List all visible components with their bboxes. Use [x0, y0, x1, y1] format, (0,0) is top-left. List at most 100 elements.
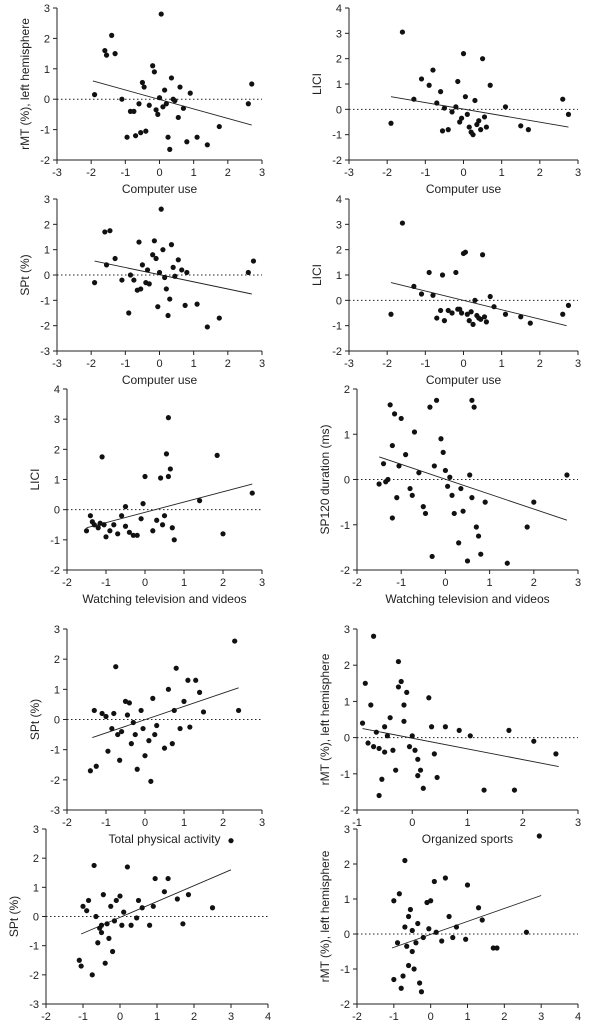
x-tick-label: 1 — [499, 167, 505, 179]
data-point — [404, 689, 410, 695]
data-point — [438, 89, 444, 95]
data-point — [472, 97, 478, 104]
data-point — [402, 924, 408, 930]
data-point — [460, 51, 467, 57]
x-tick-label: 3 — [259, 167, 265, 179]
data-point — [389, 515, 395, 521]
regression-line — [86, 483, 253, 529]
x-tick-label: 1 — [181, 817, 187, 829]
data-point — [179, 267, 185, 273]
data-point — [95, 940, 101, 946]
data-point — [409, 492, 415, 498]
data-point — [197, 498, 203, 504]
data-point — [401, 702, 407, 708]
data-point — [376, 481, 382, 487]
data-point — [113, 664, 119, 670]
data-point — [78, 963, 84, 969]
y-tick-label: -1 — [50, 745, 60, 757]
data-point — [91, 862, 97, 869]
data-point — [395, 684, 402, 690]
data-point — [167, 466, 173, 472]
data-point — [445, 307, 451, 314]
data-point — [160, 247, 166, 253]
data-point — [481, 114, 488, 120]
data-point — [156, 269, 163, 276]
data-point — [153, 107, 159, 113]
data-point — [167, 296, 173, 302]
data-point — [131, 108, 137, 114]
data-point — [430, 292, 436, 298]
data-point — [216, 123, 222, 130]
data-point — [245, 269, 251, 276]
data-point — [150, 695, 156, 701]
data-point — [180, 921, 186, 927]
data-point — [126, 529, 132, 535]
data-point — [398, 415, 404, 422]
y-tick-label: -1 — [340, 769, 350, 781]
data-point — [165, 686, 171, 692]
data-point — [163, 286, 169, 292]
data-point — [102, 47, 108, 54]
data-point — [394, 940, 401, 946]
y-tick-label: -2 — [340, 805, 350, 817]
data-point — [451, 510, 457, 517]
y-tick-label: 0 — [336, 104, 342, 116]
data-point — [182, 302, 188, 308]
data-point — [136, 101, 142, 107]
data-point — [413, 940, 419, 946]
data-point — [132, 731, 138, 738]
y-tick-label: 0 — [344, 929, 350, 941]
data-point — [445, 127, 451, 133]
data-point — [232, 638, 238, 644]
data-point — [204, 142, 210, 148]
x-tick-label: -2 — [86, 167, 96, 179]
data-point — [158, 475, 164, 481]
data-point — [456, 727, 462, 733]
y-axis-title: rMT (%), left hemisphere — [318, 850, 332, 982]
data-point — [138, 130, 144, 136]
data-point — [172, 273, 178, 279]
data-point — [160, 104, 166, 110]
data-point — [487, 82, 493, 88]
data-point — [478, 127, 484, 133]
x-axis-title: Organized sports — [422, 832, 513, 846]
x-tick-label: -2 — [352, 577, 362, 589]
x-tick-label: 1 — [181, 577, 187, 589]
data-point — [119, 728, 125, 735]
data-point — [87, 768, 93, 774]
y-tick-label: -2 — [40, 155, 50, 167]
data-point — [564, 472, 570, 478]
data-point — [110, 948, 116, 955]
data-point — [401, 718, 407, 724]
y-tick-label: 0 — [44, 270, 50, 282]
y-tick-label: -2 — [50, 565, 60, 577]
data-point — [467, 472, 473, 478]
data-point — [487, 293, 493, 300]
data-point — [438, 307, 444, 314]
data-point — [468, 309, 474, 315]
data-point — [161, 513, 168, 519]
data-point — [220, 531, 226, 537]
y-tick-label: 2 — [54, 654, 60, 666]
data-point — [158, 206, 164, 212]
data-point — [99, 454, 105, 460]
data-point — [504, 560, 510, 566]
data-point — [412, 747, 418, 753]
data-point — [470, 132, 476, 138]
data-point — [180, 105, 187, 111]
data-point — [138, 286, 144, 292]
data-point — [428, 724, 435, 730]
data-point — [560, 311, 566, 317]
x-tick-label: 1 — [499, 358, 505, 370]
data-point — [102, 229, 108, 235]
data-point — [467, 733, 473, 739]
data-point — [376, 745, 382, 752]
y-tick-label: -2 — [29, 970, 39, 982]
data-point — [466, 124, 472, 130]
x-tick-label: -3 — [344, 167, 354, 179]
x-tick-label: 0 — [142, 577, 148, 589]
data-point — [494, 945, 500, 951]
y-tick-label: 1 — [344, 696, 350, 708]
